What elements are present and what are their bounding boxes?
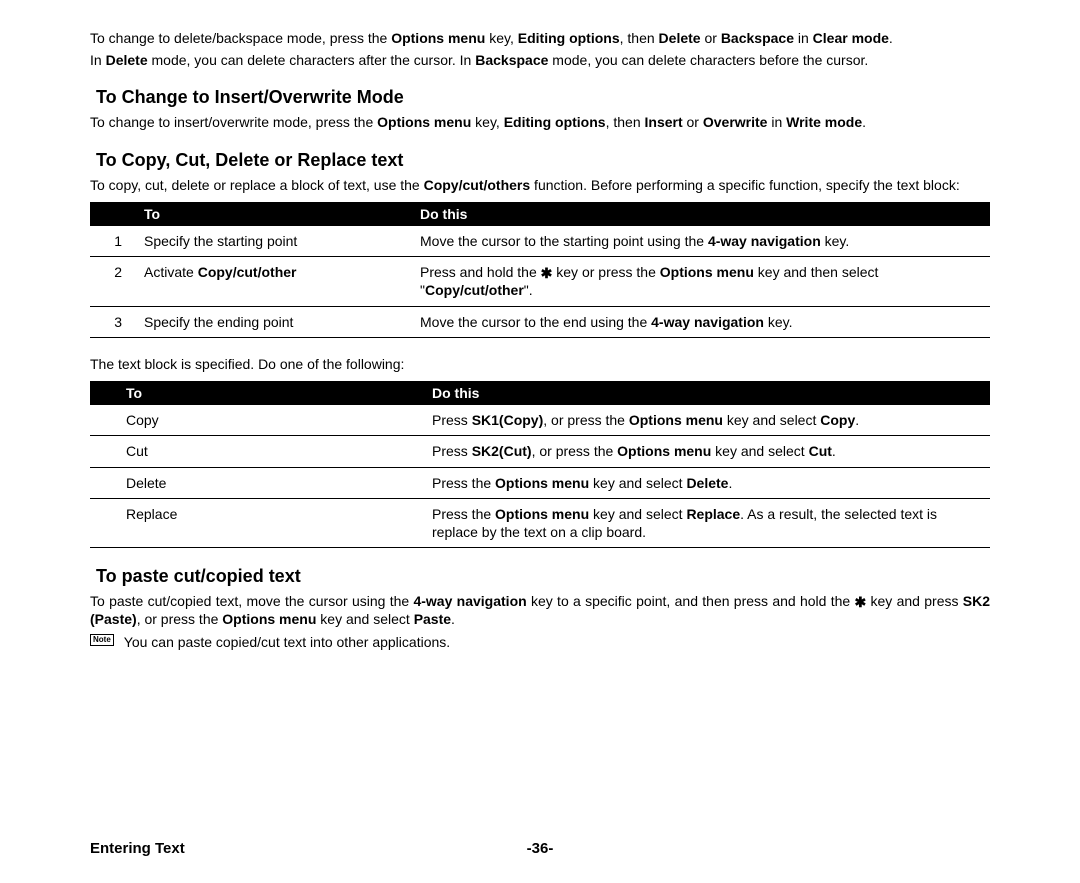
manual-page: To change to delete/backspace mode, pres… — [0, 0, 1080, 883]
table-header-do: Do this — [412, 202, 990, 226]
footer-section-title: Entering Text — [90, 840, 185, 857]
step-do: Press and hold the ✱ key or press the Op… — [412, 257, 990, 306]
action-to: Cut — [90, 436, 424, 467]
heading-insert-overwrite: To Change to Insert/Overwrite Mode — [96, 87, 990, 108]
star-key-icon: ✱ — [855, 595, 867, 609]
step-number: 2 — [90, 257, 136, 306]
table-header-to: To — [136, 202, 412, 226]
intro-paragraph-1: To change to delete/backspace mode, pres… — [90, 30, 990, 48]
step-number: 1 — [90, 226, 136, 257]
action-to: Delete — [90, 467, 424, 498]
table-row: CopyPress SK1(Copy), or press the Option… — [90, 405, 990, 436]
step-do: Move the cursor to the end using the 4-w… — [412, 306, 990, 337]
page-footer: Entering Text -36- — [90, 840, 990, 857]
heading-paste: To paste cut/copied text — [96, 566, 990, 587]
action-to: Replace — [90, 498, 424, 547]
action-do: Press the Options menu key and select Re… — [424, 498, 990, 547]
table-row: CutPress SK2(Cut), or press the Options … — [90, 436, 990, 467]
table-header-blank — [90, 202, 136, 226]
action-do: Press SK1(Copy), or press the Options me… — [424, 405, 990, 436]
action-to: Copy — [90, 405, 424, 436]
step-to: Specify the ending point — [136, 306, 412, 337]
step-do: Move the cursor to the starting point us… — [412, 226, 990, 257]
steps-table: To Do this 1Specify the starting pointMo… — [90, 202, 990, 338]
table2-header-to: To — [90, 381, 424, 405]
action-do: Press the Options menu key and select De… — [424, 467, 990, 498]
intro-paragraph-2: In Delete mode, you can delete character… — [90, 52, 990, 70]
footer-page-number: -36- — [527, 840, 554, 857]
actions-table: To Do this CopyPress SK1(Copy), or press… — [90, 381, 990, 548]
paste-paragraph: To paste cut/copied text, move the curso… — [90, 593, 990, 628]
action-do: Press SK2(Cut), or press the Options men… — [424, 436, 990, 467]
note-text: You can paste copied/cut text into other… — [124, 634, 450, 650]
table-row: ReplacePress the Options menu key and se… — [90, 498, 990, 547]
step-to: Activate Copy/cut/other — [136, 257, 412, 306]
note-icon: Note — [90, 634, 114, 646]
table-row: 3Specify the ending pointMove the cursor… — [90, 306, 990, 337]
heading-copy-cut: To Copy, Cut, Delete or Replace text — [96, 150, 990, 171]
star-key-icon: ✱ — [541, 266, 553, 280]
mid-text: The text block is specified. Do one of t… — [90, 356, 990, 374]
note-row: Note You can paste copied/cut text into … — [90, 634, 990, 650]
copy-cut-paragraph: To copy, cut, delete or replace a block … — [90, 177, 990, 195]
step-number: 3 — [90, 306, 136, 337]
insert-overwrite-paragraph: To change to insert/overwrite mode, pres… — [90, 114, 990, 132]
table-row: DeletePress the Options menu key and sel… — [90, 467, 990, 498]
table-row: 1Specify the starting pointMove the curs… — [90, 226, 990, 257]
step-to: Specify the starting point — [136, 226, 412, 257]
table2-header-do: Do this — [424, 381, 990, 405]
table-row: 2Activate Copy/cut/otherPress and hold t… — [90, 257, 990, 306]
